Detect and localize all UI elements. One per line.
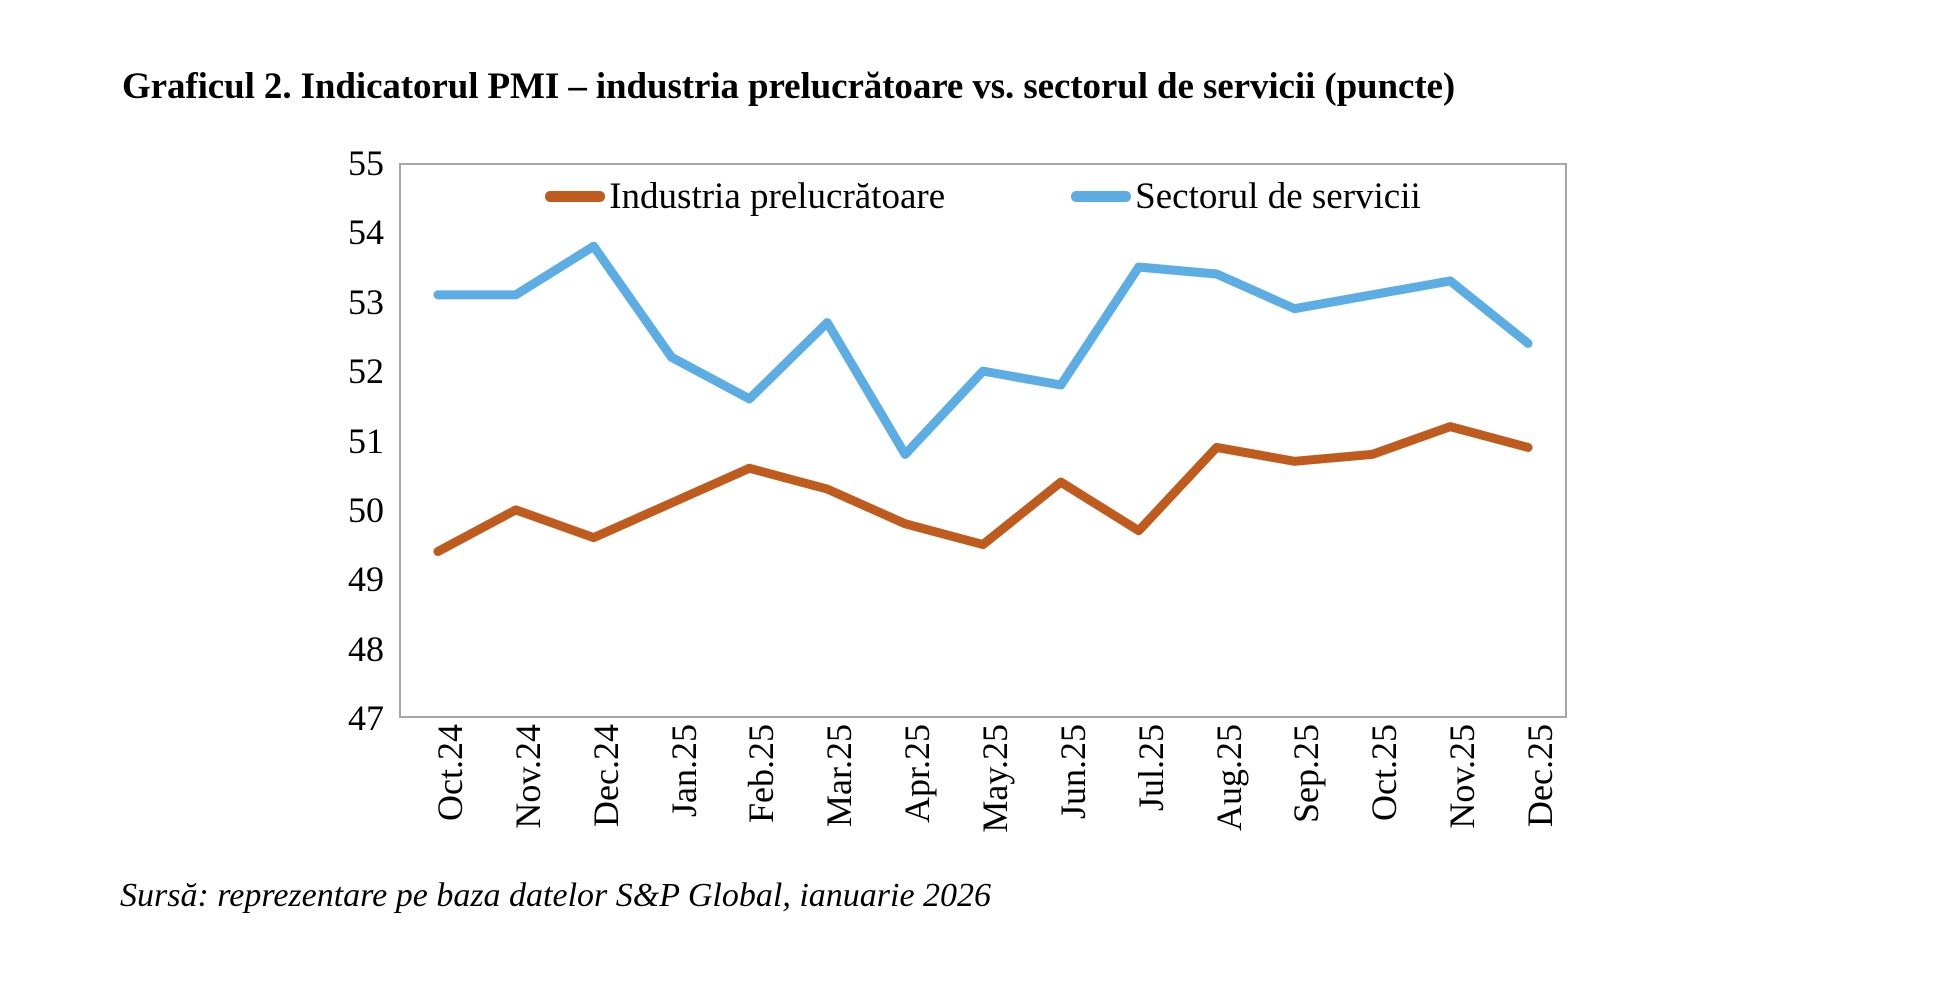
x-axis-tick-text: Nov.24 xyxy=(507,724,548,829)
x-axis-tick-text: Dec.25 xyxy=(1520,724,1561,827)
x-axis-tick-text: Mar.25 xyxy=(819,724,860,827)
x-axis-tick-text: Apr.25 xyxy=(897,724,938,823)
chart-title: Graficul 2. Indicatorul PMI – industria … xyxy=(122,66,1456,107)
x-axis-tick-text: Oct.25 xyxy=(1364,724,1405,821)
x-axis-tick-text: Dec.24 xyxy=(585,724,626,827)
x-axis-tick-text: Oct.24 xyxy=(429,724,470,821)
y-axis-tick-label: 52 xyxy=(348,351,384,392)
x-axis-tick-text: Jul.25 xyxy=(1130,724,1171,812)
x-axis-tick-label: Jun.25 xyxy=(1041,724,1093,859)
x-axis-tick-label: Aug.25 xyxy=(1197,724,1249,859)
series-line-manufacturing xyxy=(433,422,1533,556)
x-axis-tick-text: Feb.25 xyxy=(741,724,782,823)
x-axis-tick-label: Oct.25 xyxy=(1352,724,1404,859)
x-axis-tick-label: Nov.25 xyxy=(1430,724,1482,859)
x-axis-tick-text: Jan.25 xyxy=(663,724,704,817)
plot-area-frame xyxy=(399,163,1567,718)
x-axis-tick-label: Mar.25 xyxy=(807,724,859,859)
y-axis-tick-label: 48 xyxy=(348,628,384,669)
x-axis-tick-label: Apr.25 xyxy=(885,724,937,859)
y-axis-tick-label: 47 xyxy=(348,698,384,738)
x-axis-tick-label: May.25 xyxy=(963,724,1015,859)
y-axis-tick-label: 50 xyxy=(348,489,384,530)
y-axis-tick-label: 51 xyxy=(348,420,384,461)
x-axis-tick-label: Dec.24 xyxy=(574,724,626,859)
x-axis-tick-text: May.25 xyxy=(975,724,1015,833)
x-axis-tick-text: Sep.25 xyxy=(1286,724,1327,823)
x-axis-tick-label: Oct.24 xyxy=(418,724,470,859)
x-axis-tick-label: Feb.25 xyxy=(729,724,781,859)
x-axis-tick-text: Aug.25 xyxy=(1208,724,1249,831)
x-axis-tick-label: Jul.25 xyxy=(1119,724,1171,859)
x-axis-tick-label: Nov.24 xyxy=(496,724,548,859)
x-axis: Oct.24 Nov.24 Dec.24 Jan.25 Feb.25 Mar.25 Apr.… xyxy=(399,724,1567,864)
y-axis-tick-label: 53 xyxy=(348,281,384,322)
plot-lines xyxy=(433,241,1533,556)
y-axis-tick-label: 55 xyxy=(348,143,384,183)
y-axis-tick-label: 54 xyxy=(348,212,384,253)
source-note: Sursă: reprezentare pe baza datelor S&P … xyxy=(120,877,992,914)
y-axis: 47 48 49 50 51 52 53 54 55 xyxy=(300,145,384,736)
series-line-services xyxy=(433,241,1533,459)
x-axis-tick-label: Dec.25 xyxy=(1508,724,1560,859)
x-axis-tick-label: Jan.25 xyxy=(652,724,704,859)
x-axis-tick-label: Sep.25 xyxy=(1274,724,1326,859)
y-axis-tick-label: 49 xyxy=(348,559,384,600)
x-axis-tick-text: Jun.25 xyxy=(1052,724,1093,820)
x-axis-tick-text: Nov.25 xyxy=(1442,724,1483,829)
